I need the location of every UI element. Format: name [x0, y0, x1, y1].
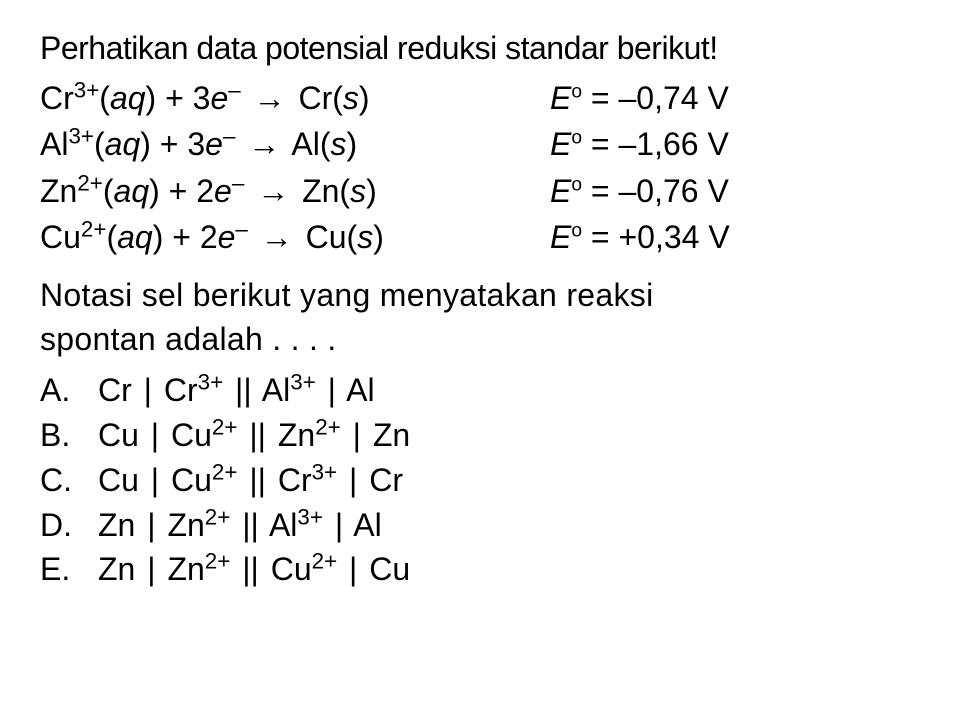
- option-content: Zn | Zn2+ || Cu2+ | Cu: [98, 547, 410, 592]
- options-block: A.Cr | Cr3+ || Al3+ | AlB.Cu | Cu2+ || Z…: [40, 368, 937, 592]
- option-row: B.Cu | Cu2+ || Zn2+ | Zn: [40, 413, 937, 458]
- question-text: Notasi sel berikut yang menyatakan reaks…: [40, 273, 937, 363]
- option-row: A.Cr | Cr3+ || Al3+ | Al: [40, 368, 937, 413]
- question-line2: spontan adalah . . . .: [40, 321, 337, 357]
- option-content: Cr | Cr3+ || Al3+ | Al: [98, 368, 375, 413]
- option-row: E.Zn | Zn2+ || Cu2+ | Cu: [40, 547, 937, 592]
- equation-row: Cr3+(aq) + 3e– → Cr(s)Eo = –0,74 V: [40, 75, 937, 121]
- equation-potential: Eo = –0,76 V: [550, 168, 729, 214]
- equation-left: Zn2+(aq) + 2e– → Zn(s): [40, 168, 550, 214]
- document-container: Perhatikan data potensial reduksi standa…: [40, 30, 937, 592]
- equation-left: Cr3+(aq) + 3e– → Cr(s): [40, 75, 550, 121]
- equation-potential: Eo = –0,74 V: [550, 75, 729, 121]
- equation-left: Cu2+(aq) + 2e– → Cu(s): [40, 214, 550, 260]
- equation-row: Zn2+(aq) + 2e– → Zn(s)Eo = –0,76 V: [40, 168, 937, 214]
- option-label: A.: [40, 368, 98, 413]
- option-label: E.: [40, 547, 98, 592]
- option-row: D.Zn | Zn2+ || Al3+ | Al: [40, 503, 937, 548]
- equations-block: Cr3+(aq) + 3e– → Cr(s)Eo = –0,74 VAl3+(a…: [40, 75, 937, 261]
- option-content: Cu | Cu2+ || Cr3+ | Cr: [98, 458, 403, 503]
- option-label: D.: [40, 503, 98, 548]
- option-content: Cu | Cu2+ || Zn2+ | Zn: [98, 413, 410, 458]
- equation-row: Cu2+(aq) + 2e– → Cu(s)Eo = +0,34 V: [40, 214, 937, 260]
- option-label: B.: [40, 413, 98, 458]
- equation-row: Al3+(aq) + 3e– → Al(s)Eo = –1,66 V: [40, 121, 937, 167]
- equation-potential: Eo = –1,66 V: [550, 121, 729, 167]
- option-label: C.: [40, 458, 98, 503]
- question-line1: Notasi sel berikut yang menyatakan reaks…: [40, 277, 654, 313]
- title-text: Perhatikan data potensial reduksi standa…: [40, 30, 937, 67]
- equation-left: Al3+(aq) + 3e– → Al(s): [40, 121, 550, 167]
- option-content: Zn | Zn2+ || Al3+ | Al: [98, 503, 382, 548]
- option-row: C.Cu | Cu2+ || Cr3+ | Cr: [40, 458, 937, 503]
- equation-potential: Eo = +0,34 V: [550, 214, 730, 260]
